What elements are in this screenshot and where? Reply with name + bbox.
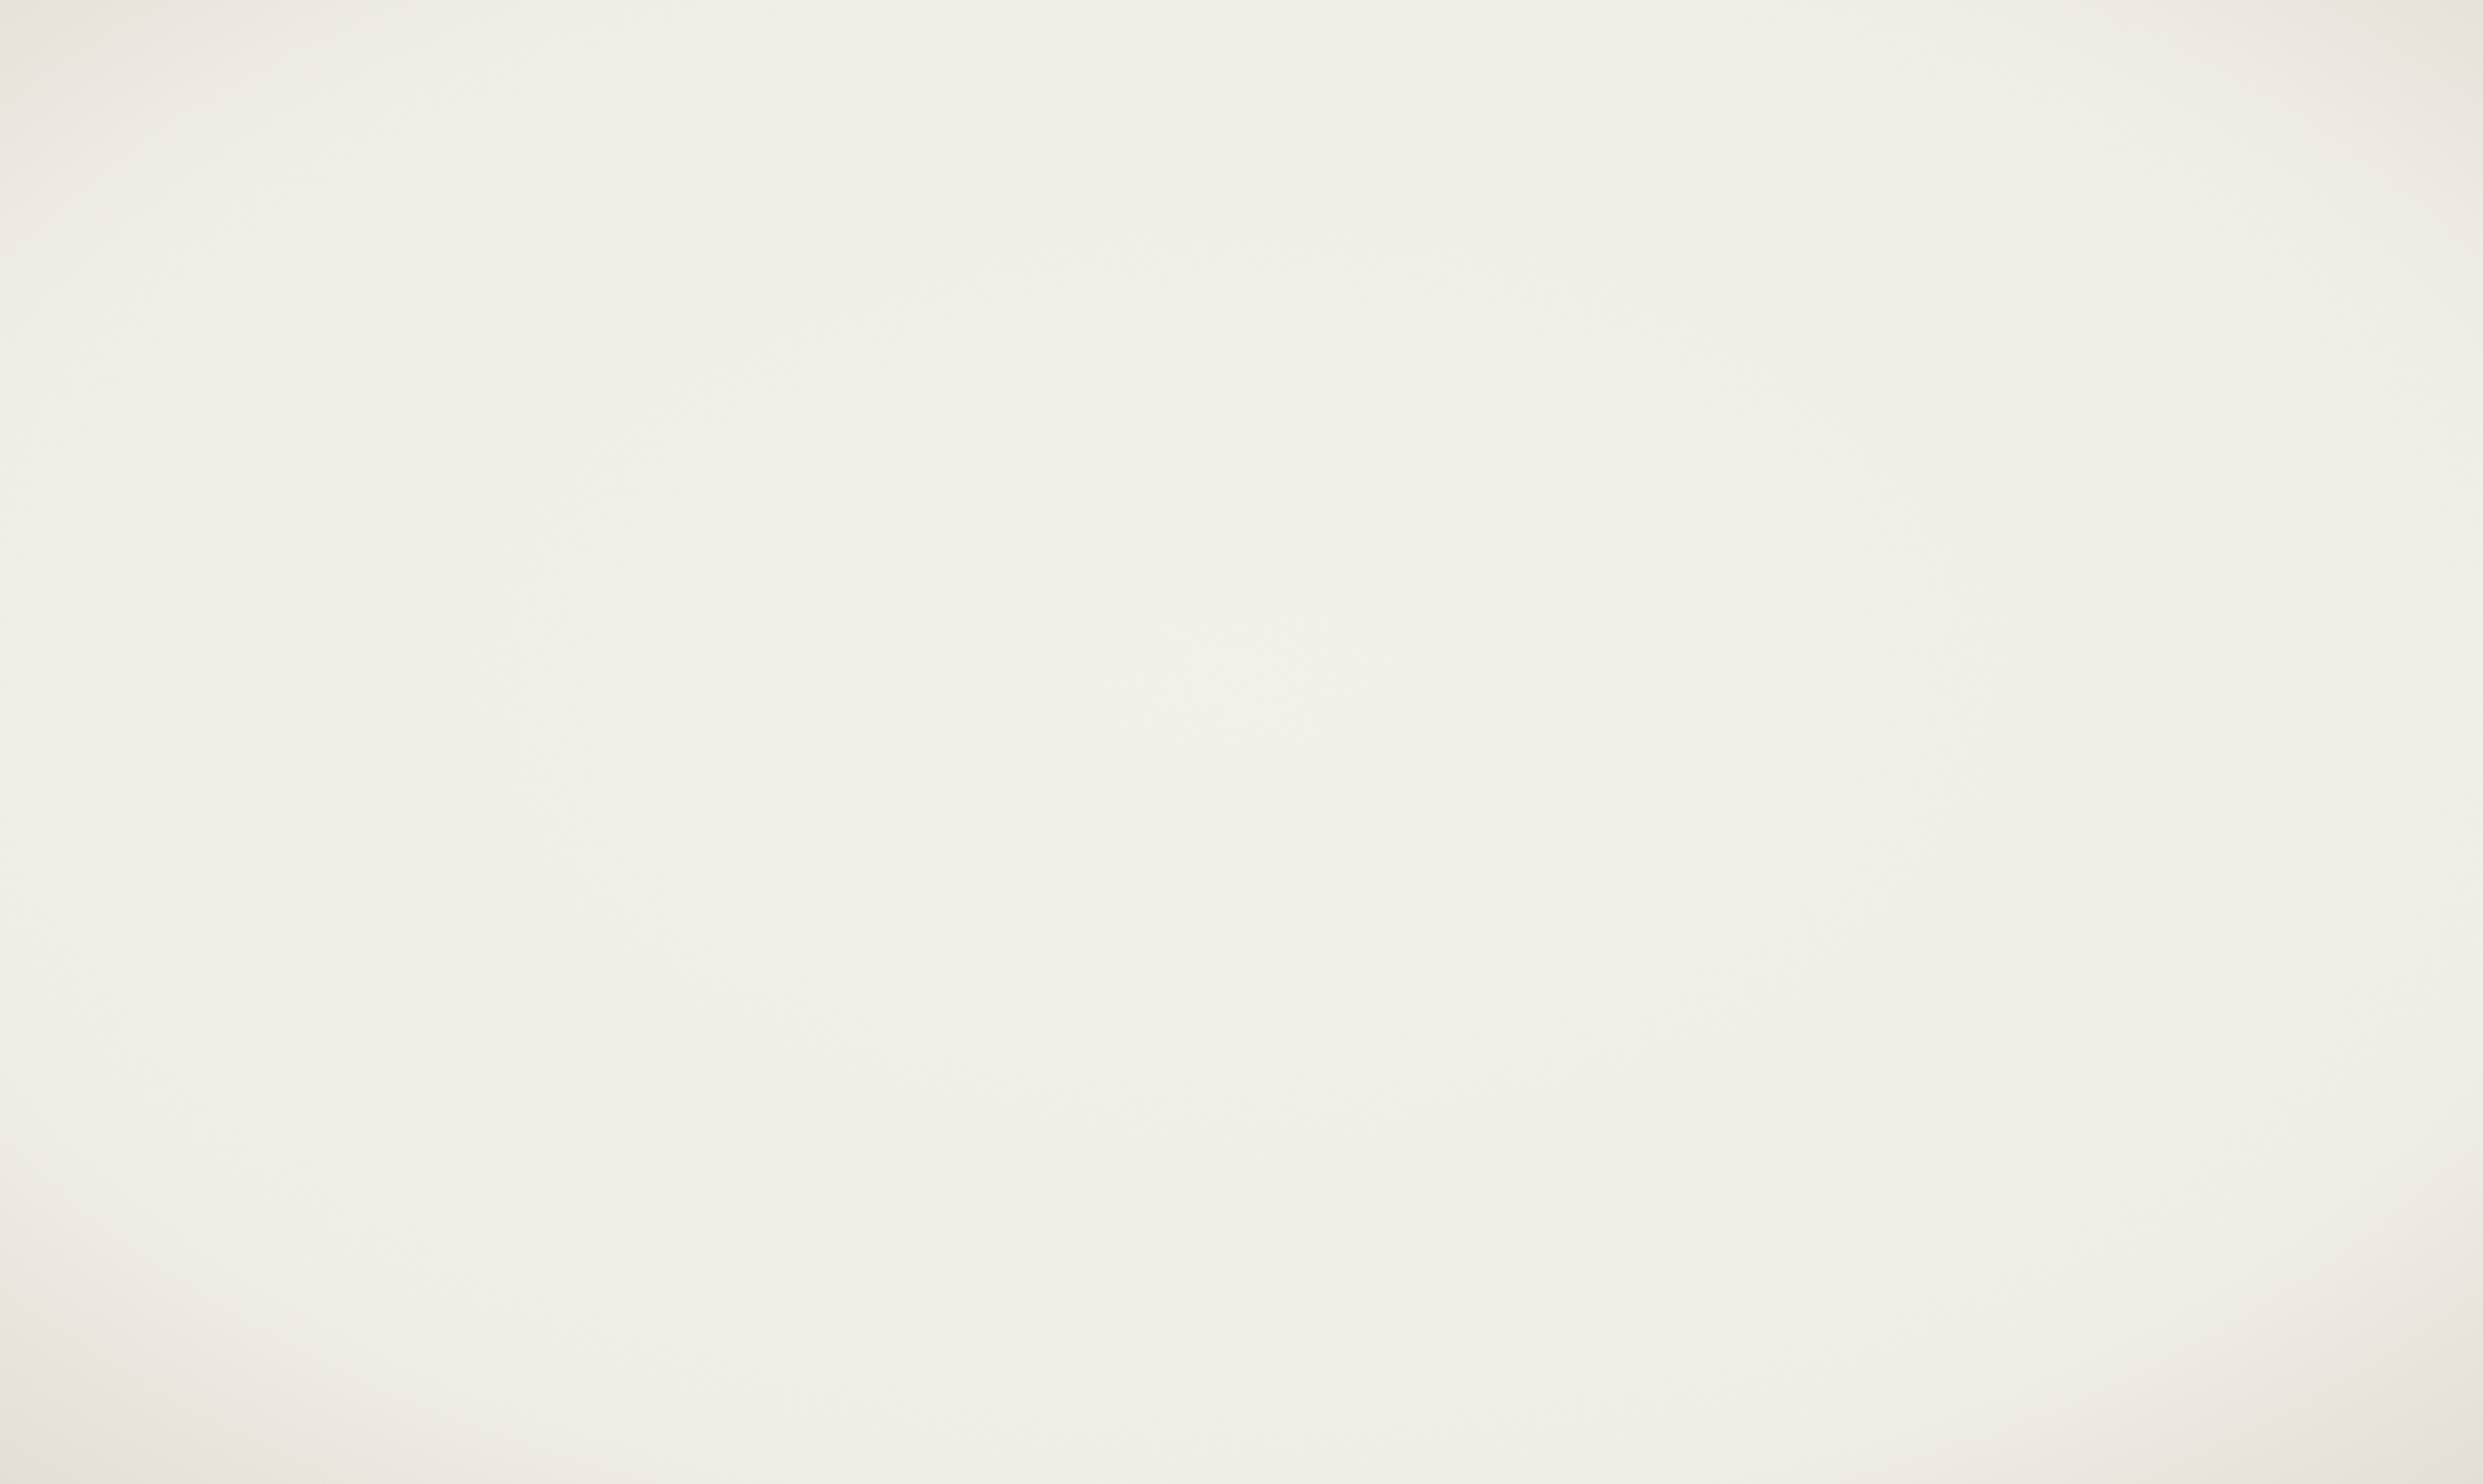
hand-drawn-talk-timeline-figure [0,0,2483,1484]
scan-vignette [0,0,2483,1484]
scanned-paper-sheet [0,0,2483,1484]
